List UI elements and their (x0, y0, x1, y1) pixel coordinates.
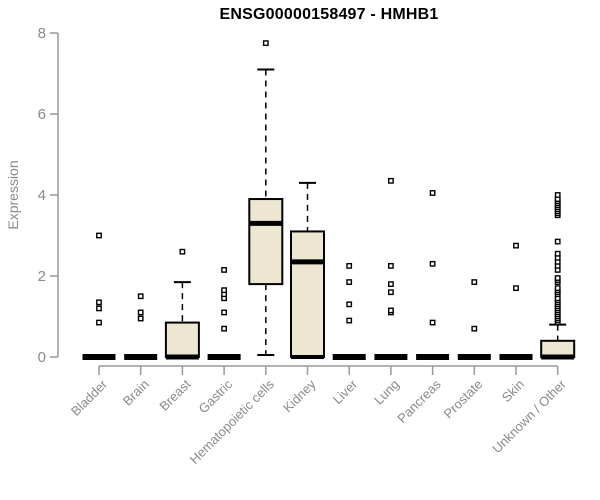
box (290, 230, 325, 358)
outlier-point (346, 279, 353, 285)
x-category-label: Skin (499, 377, 527, 405)
outlier-point (388, 307, 394, 314)
x-category-label: Breast (156, 376, 193, 413)
outlier-point (96, 299, 102, 306)
outlier-point (388, 281, 394, 287)
outlier-point (429, 319, 436, 326)
zero-bar (332, 354, 366, 360)
outlier-point (429, 190, 436, 196)
zero-bar (207, 354, 241, 360)
box (164, 321, 200, 359)
chart-title: ENSG00000158497 - HMHB1 (219, 6, 439, 23)
outlier-point (221, 309, 227, 316)
outlier-point (137, 293, 144, 300)
x-category-label: Unknown / Other (489, 376, 569, 456)
zero-bar (416, 354, 450, 360)
y-tick-label: 6 (38, 106, 46, 123)
zero-bar (124, 354, 158, 360)
outlier-point (137, 315, 144, 322)
zero-bar (374, 354, 408, 360)
y-tick-label: 2 (38, 268, 46, 285)
zero-bar (457, 354, 491, 360)
outlier-point (471, 325, 478, 332)
outlier-point (221, 267, 227, 273)
outlier-point (221, 287, 227, 294)
outlier-point (554, 250, 561, 257)
y-tick-label: 4 (38, 187, 46, 204)
x-category-label: Pancreas (394, 376, 444, 426)
outlier-point (554, 238, 561, 245)
outlier-point (554, 285, 561, 292)
zero-bar (82, 354, 116, 360)
outlier-point (388, 177, 394, 184)
x-category-label: Bladder (68, 376, 111, 419)
outlier-point (513, 242, 519, 249)
outlier-point (346, 262, 353, 269)
box (248, 198, 284, 286)
outlier-point (221, 325, 227, 332)
outlier-point (262, 40, 269, 47)
outlier-point (137, 309, 144, 316)
outlier-point (96, 305, 102, 312)
outlier-point (346, 317, 353, 324)
x-category-label: Gastric (196, 376, 236, 416)
outlier-point (346, 301, 353, 308)
outlier-point (96, 232, 102, 239)
zero-bar (499, 354, 533, 360)
x-category-label: Prostate (441, 377, 486, 422)
outlier-point (513, 285, 519, 292)
outlier-point (429, 260, 436, 267)
outlier-point (471, 279, 478, 285)
outlier-point (388, 289, 394, 296)
y-tick-label: 0 (38, 349, 46, 366)
outlier-point (96, 319, 102, 326)
y-tick-label: 8 (38, 25, 46, 42)
outlier-point (554, 275, 561, 281)
x-category-label: Lung (371, 377, 402, 408)
x-category-label: Brain (120, 377, 152, 409)
outlier-point (179, 248, 186, 255)
outlier-point (388, 262, 394, 269)
outlier-point (554, 192, 561, 198)
x-category-label: Liver (330, 376, 361, 407)
x-category-label: Kidney (280, 376, 319, 415)
